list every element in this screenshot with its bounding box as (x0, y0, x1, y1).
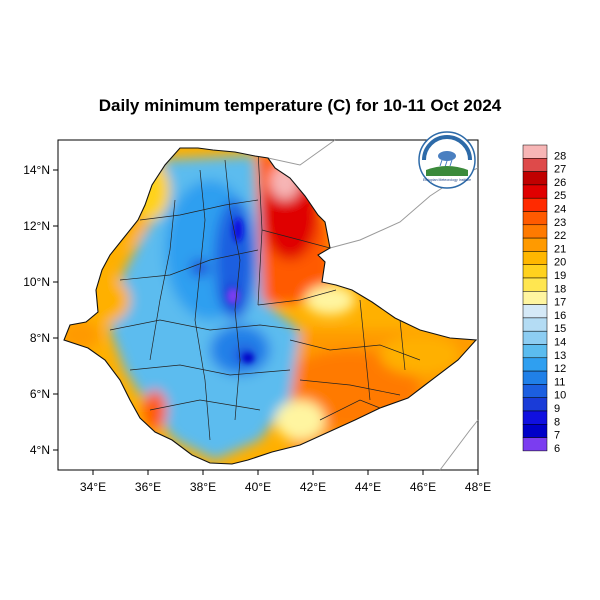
colorbar-label: 11 (554, 376, 565, 388)
colorbar-swatch (522, 211, 548, 226)
colorbar-swatch (522, 424, 548, 438)
x-axis: 34°E 36°E 38°E 40°E 42°E 44°E 46°E 48°E (80, 470, 491, 494)
x-tick-label: 36°E (135, 480, 161, 494)
colorbar-swatch (522, 344, 548, 359)
colorbar-swatch (522, 357, 548, 372)
colorbar-label: 6 (554, 443, 560, 455)
colorbar-swatch (522, 184, 548, 199)
colorbar-label: 17 (554, 297, 566, 309)
y-tick-label: 4°N (30, 443, 50, 457)
colorbar-swatch (522, 291, 548, 305)
x-tick-label: 44°E (355, 480, 381, 494)
colorbar-label: 24 (554, 204, 566, 216)
colorbar-label: 15 (554, 323, 566, 335)
map-title: Daily minimum temperature (C) for 10-11 … (98, 96, 502, 115)
colorbar-swatch (522, 237, 548, 252)
colorbar-label: 18 (554, 283, 566, 295)
colorbar-label: 23 (554, 217, 566, 229)
x-tick-label: 48°E (465, 480, 491, 494)
colorbar-swatch (522, 304, 548, 319)
colorbar-label: 14 (554, 337, 566, 349)
colorbar-label: 25 (554, 190, 566, 202)
x-tick-label: 46°E (410, 480, 436, 494)
x-tick-label: 42°E (300, 480, 326, 494)
colorbar-label: 7 (554, 430, 560, 442)
y-axis: 14°N 12°N 10°N 8°N 6°N 4°N (23, 163, 58, 457)
colorbar-label: 28 (554, 150, 566, 162)
country-outline (63, 147, 478, 465)
y-tick-label: 6°N (30, 387, 50, 401)
colorbar-swatch (522, 264, 548, 279)
colorbar-label: 22 (554, 230, 566, 242)
colorbar-label: 19 (554, 270, 566, 282)
colorbar-swatch (522, 410, 548, 425)
colorbar-label: 8 (554, 416, 560, 428)
colorbar-swatch (522, 224, 548, 239)
colorbar-swatch (522, 171, 548, 186)
colorbar-swatch (522, 144, 548, 159)
colorbar-label: 13 (554, 350, 566, 362)
colorbar-swatch (522, 437, 548, 452)
colorbar-swatch (522, 197, 548, 212)
colorbar-swatch (522, 277, 548, 292)
y-tick-label: 10°N (23, 275, 50, 289)
colorbar-label: 20 (554, 257, 566, 269)
logo-text: Ethiopian Meteorology Institute (423, 178, 471, 182)
y-tick-label: 12°N (23, 219, 50, 233)
colorbar-label: 9 (554, 403, 560, 415)
colorbar-label: 26 (554, 177, 566, 189)
x-tick-label: 34°E (80, 480, 106, 494)
colorbar-swatch (522, 251, 548, 265)
colorbar-swatch (522, 397, 548, 412)
y-tick-label: 14°N (23, 163, 50, 177)
ethiopian-meteorology-institute-logo: Ethiopian Meteorology Institute (418, 131, 476, 189)
colorbar-label: 10 (554, 390, 566, 402)
colorbar-label: 16 (554, 310, 566, 322)
x-tick-label: 38°E (190, 480, 216, 494)
colorbar-swatch (522, 330, 548, 345)
x-tick-label: 40°E (245, 480, 271, 494)
colorbar-swatch (522, 158, 548, 172)
admin-boundaries (109, 149, 421, 441)
colorbar-swatch (522, 384, 548, 398)
colorbar-swatch (522, 317, 548, 332)
colorbar-swatch (522, 370, 548, 385)
y-tick-label: 8°N (30, 331, 50, 345)
colorbar-label: 27 (554, 164, 566, 176)
colorbar-label: 12 (554, 363, 566, 375)
colorbar-label: 21 (554, 243, 566, 255)
